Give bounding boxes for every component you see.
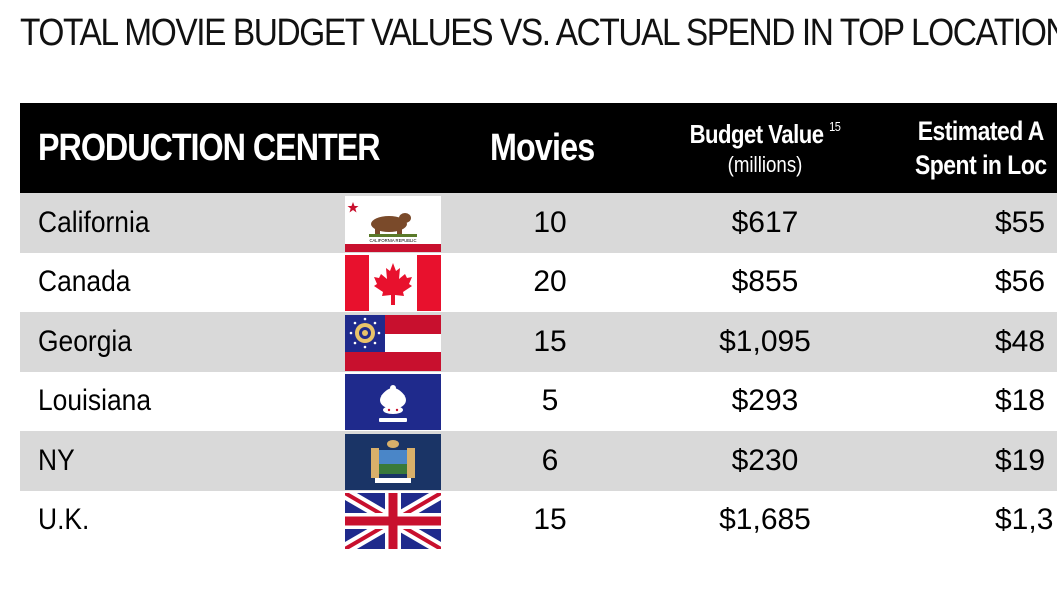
- row-name: NY: [38, 443, 75, 477]
- louisiana-flag-icon: [345, 372, 441, 432]
- canada-flag-icon: [345, 253, 441, 313]
- table-row: California CALIFORNIA REPUBLIC 10 $617 $…: [20, 193, 1057, 253]
- row-budget: $1,685: [719, 503, 811, 537]
- row-name: California: [38, 205, 150, 239]
- row-budget: $617: [731, 205, 799, 239]
- table-row: NY 6 $230 $19: [20, 431, 1057, 491]
- row-budget: $230: [731, 443, 799, 477]
- header-estimated-line1: Estimated A: [917, 116, 1045, 146]
- row-name: Louisiana: [38, 384, 152, 418]
- row-movies: 10: [533, 205, 567, 239]
- header-movies: Movies: [490, 126, 595, 169]
- california-flag-icon: CALIFORNIA REPUBLIC: [345, 193, 441, 253]
- row-movies: 5: [541, 384, 559, 418]
- row-spent: $56: [995, 265, 1046, 299]
- row-name: Georgia: [38, 324, 132, 358]
- header-budget-value: Budget Value 15 (millions): [676, 103, 855, 193]
- row-movies: 15: [533, 503, 567, 537]
- row-budget: $1,095: [719, 324, 811, 358]
- row-name: U.K.: [38, 503, 90, 537]
- svg-text:CALIFORNIA REPUBLIC: CALIFORNIA REPUBLIC: [369, 238, 416, 243]
- row-spent: $1,3: [995, 503, 1054, 537]
- row-budget: $293: [731, 384, 799, 418]
- new-york-flag-icon: [345, 431, 441, 491]
- row-spent: $18: [995, 384, 1046, 418]
- table-header: PRODUCTION CENTER Movies Budget Value 15…: [20, 103, 1057, 193]
- row-spent: $19: [995, 443, 1046, 477]
- table-row: Georgia 15 $1,095 $48: [20, 312, 1057, 372]
- row-spent: $55: [995, 205, 1046, 239]
- page-title: TOTAL MOVIE BUDGET VALUES VS. ACTUAL SPE…: [20, 12, 1057, 54]
- header-budget-footnote: 15: [829, 118, 841, 134]
- table-row: Louisiana 5 $293 $18: [20, 372, 1057, 432]
- budget-table: PRODUCTION CENTER Movies Budget Value 15…: [20, 103, 1057, 550]
- table-row: Canada 20 $855 $56: [20, 253, 1057, 313]
- georgia-flag-icon: [345, 312, 441, 372]
- row-movies: 20: [533, 265, 567, 299]
- row-spent: $48: [995, 324, 1046, 358]
- header-budget-label: Budget Value: [689, 118, 824, 149]
- row-movies: 6: [541, 443, 559, 477]
- row-name: Canada: [38, 265, 131, 299]
- header-budget-unit: (millions): [727, 151, 803, 177]
- header-estimated-line2: Spent in Loc: [915, 150, 1047, 180]
- header-production-center: PRODUCTION CENTER: [38, 126, 381, 169]
- row-budget: $855: [731, 265, 799, 299]
- row-movies: 15: [533, 324, 567, 358]
- table-row: U.K. 15 $1,685 $1,3: [20, 491, 1057, 551]
- uk-flag-icon: [345, 491, 441, 551]
- header-estimated-spent: Estimated A Spent in Loc: [915, 103, 1047, 193]
